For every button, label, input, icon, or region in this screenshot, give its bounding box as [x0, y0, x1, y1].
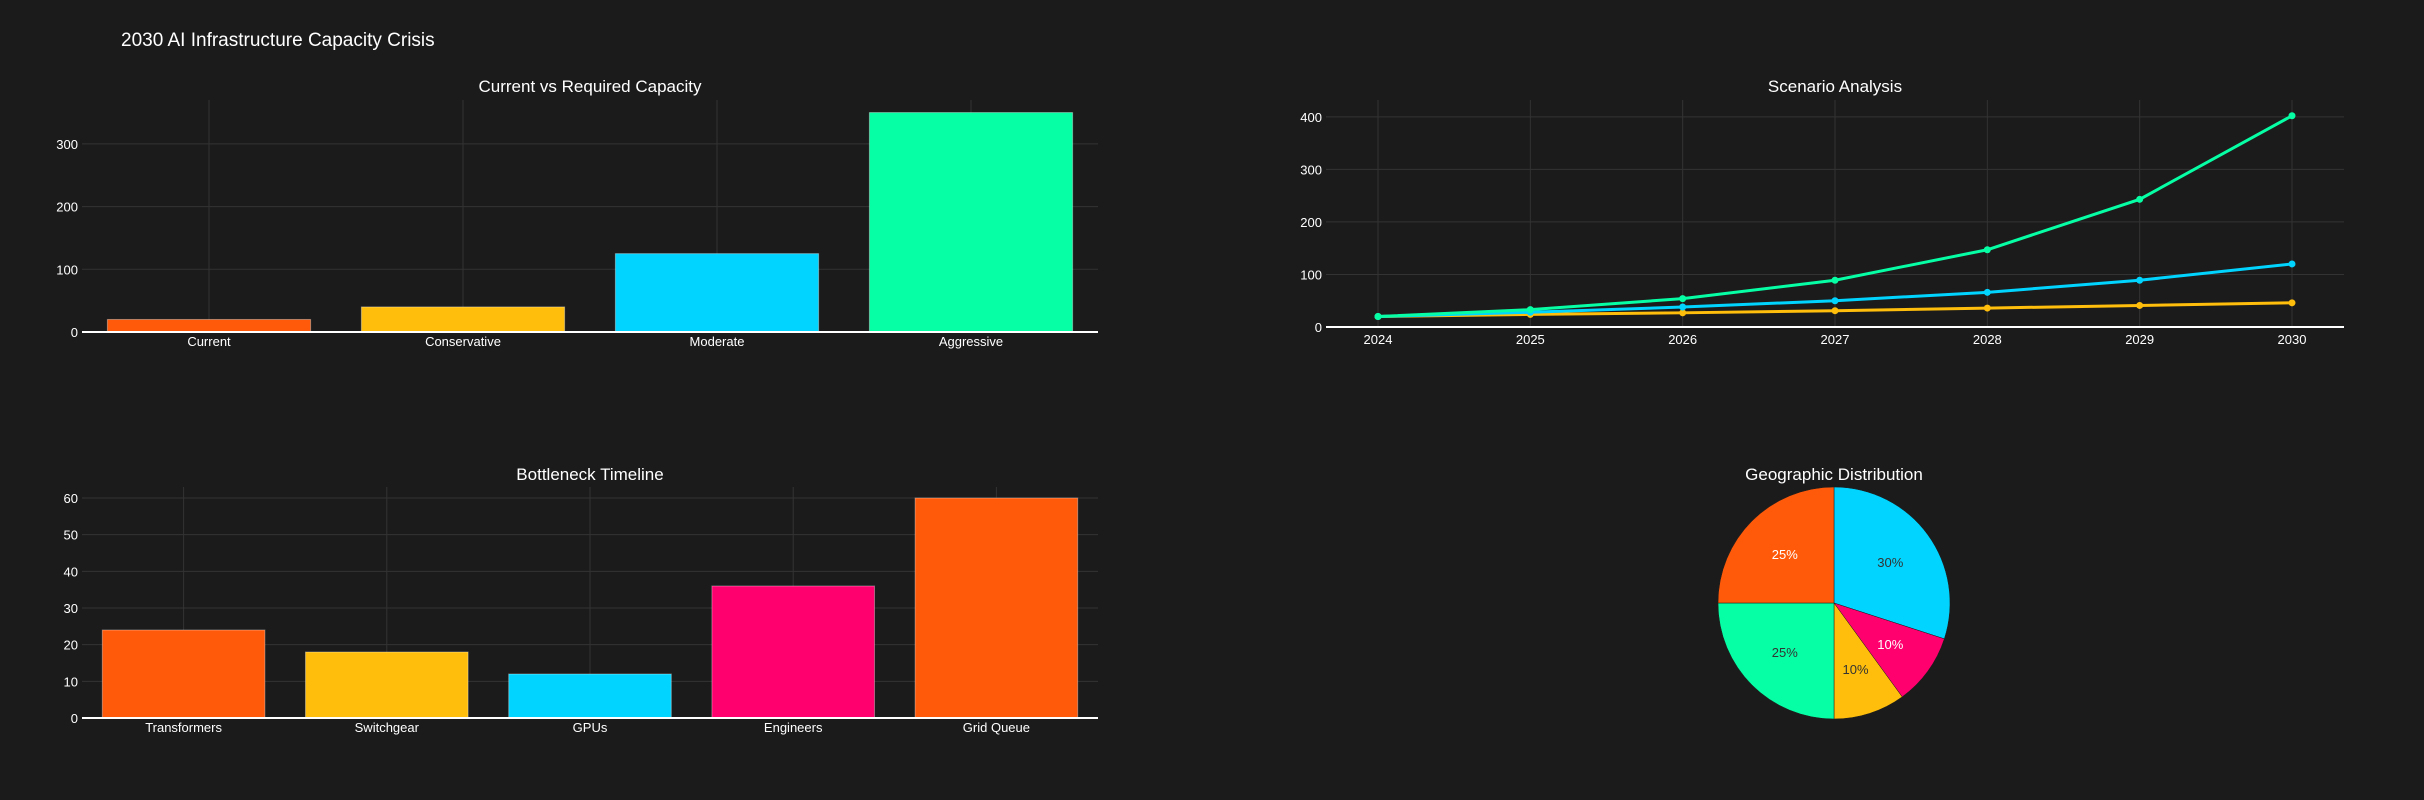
x-tick-label: Current	[187, 334, 231, 349]
page-title: 2030 AI Infrastructure Capacity Crisis	[121, 30, 435, 51]
x-tick-label: Conservative	[425, 334, 501, 349]
bar-engineers	[711, 585, 875, 719]
series-point	[1374, 312, 1382, 320]
y-tick-label: 0	[71, 325, 78, 340]
y-tick-label: 30	[64, 601, 78, 616]
y-tick-label: 100	[1300, 267, 1322, 282]
x-tick-label: Engineers	[764, 720, 823, 735]
y-tick-label: 400	[1300, 110, 1322, 125]
pie-slice-label: 10%	[1842, 662, 1868, 677]
series-point	[1679, 303, 1687, 311]
bar-switchgear	[305, 651, 469, 719]
y-tick-label: 200	[1300, 215, 1322, 230]
y-tick-label: 300	[56, 137, 78, 152]
x-tick-label: Transformers	[145, 720, 222, 735]
y-tick-label: 50	[64, 528, 78, 543]
series-point	[1679, 309, 1687, 317]
pie-slice-label: 10%	[1877, 637, 1903, 652]
x-tick-label: 2029	[2125, 332, 2154, 347]
pie-slice	[1717, 602, 1835, 720]
chart-title: Scenario Analysis	[1768, 77, 1902, 96]
series-point	[2136, 276, 2144, 284]
y-tick-label: 100	[56, 262, 78, 277]
pie-slice	[1717, 486, 1835, 604]
x-tick-label: Switchgear	[355, 720, 420, 735]
series-point	[1983, 246, 1991, 254]
series-point	[1983, 288, 1991, 296]
chart-title: Bottleneck Timeline	[516, 465, 663, 484]
bar-gpus	[508, 673, 672, 719]
x-tick-label: Grid Queue	[963, 720, 1030, 735]
series-point	[1679, 295, 1687, 303]
y-tick-label: 20	[64, 638, 78, 653]
series-point	[2288, 299, 2296, 307]
y-tick-label: 200	[56, 200, 78, 215]
bar-transformers	[101, 629, 266, 719]
pie-slice	[1833, 486, 1951, 640]
y-tick-label: 300	[1300, 162, 1322, 177]
pie-slice-label: 25%	[1772, 645, 1798, 660]
bar-current	[106, 318, 312, 333]
x-tick-label: Moderate	[690, 334, 745, 349]
series-point	[1983, 304, 1991, 312]
series-point	[1831, 297, 1839, 305]
pie-slice	[1833, 602, 1903, 720]
x-tick-label: GPUs	[573, 720, 608, 735]
x-tick-label: 2028	[1973, 332, 2002, 347]
x-tick-label: 2024	[1364, 332, 1393, 347]
series-point	[1831, 307, 1839, 315]
series-point	[1831, 276, 1839, 284]
y-tick-label: 10	[64, 674, 78, 689]
bar-moderate	[614, 253, 820, 333]
pie-slice	[1833, 602, 1945, 698]
series-point	[2288, 112, 2296, 120]
y-tick-label: 0	[71, 711, 78, 726]
series-point	[2136, 195, 2144, 203]
series-point	[2288, 260, 2296, 268]
bar-conservative	[360, 306, 566, 333]
x-tick-label: 2025	[1516, 332, 1545, 347]
x-tick-label: 2030	[2278, 332, 2307, 347]
pie-slice-label: 30%	[1877, 555, 1903, 570]
chart-title: Geographic Distribution	[1745, 465, 1923, 484]
x-tick-label: Aggressive	[939, 334, 1003, 349]
y-tick-label: 0	[1315, 320, 1322, 335]
pie-slice-label: 25%	[1772, 547, 1798, 562]
chart-title: Current vs Required Capacity	[479, 77, 702, 96]
series-point	[2136, 301, 2144, 309]
bar-grid-queue	[914, 497, 1079, 719]
series-point	[1526, 306, 1534, 314]
x-tick-label: 2026	[1668, 332, 1697, 347]
y-tick-label: 40	[64, 564, 78, 579]
y-tick-label: 60	[64, 491, 78, 506]
x-tick-label: 2027	[1821, 332, 1850, 347]
bar-aggressive	[868, 112, 1074, 333]
